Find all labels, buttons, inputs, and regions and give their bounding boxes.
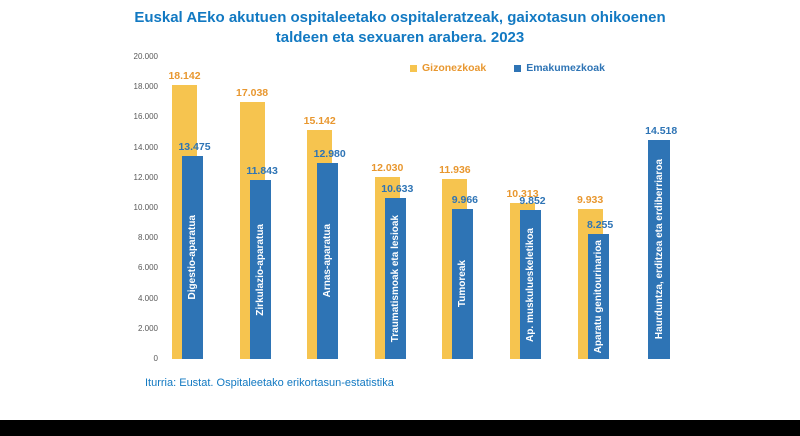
value-label-female: 13.475 xyxy=(178,140,211,153)
legend-label-male: Gizonezkoak xyxy=(422,62,487,74)
value-label-male: 10.313 xyxy=(506,188,539,201)
y-tick-label: 0 xyxy=(153,354,158,363)
value-label-female: 9.852 xyxy=(519,195,546,208)
category-label-text: Arnas-aparatua xyxy=(322,224,334,298)
y-tick-label: 10.000 xyxy=(133,203,158,212)
y-tick-label: 8.000 xyxy=(137,233,158,243)
value-label-female: 12.980 xyxy=(313,148,346,160)
category-label-text: Digestio-aparatua xyxy=(187,215,198,300)
category-label-text: Aparatu genitourinarioa xyxy=(592,239,604,354)
category-label-text: Haurduntza, erditzea eta erdiberriaroa xyxy=(653,159,665,340)
bar-female xyxy=(587,234,609,359)
value-label-male: 9.933 xyxy=(576,194,604,206)
category-label: Zirkulazio-aparatua xyxy=(250,180,271,359)
category-label: Tumoreak xyxy=(452,209,473,359)
chart-legend: Gizonezkoak Emakumezkoak xyxy=(410,62,605,74)
value-label-male: 12.030 xyxy=(371,162,404,175)
category-label: Traumatismoak eta lesioak xyxy=(385,198,406,359)
letterbox-bottom xyxy=(0,420,800,436)
category-label: Arnas-aparatua xyxy=(317,163,338,359)
legend-item-male: Gizonezkoak xyxy=(410,62,486,74)
legend-swatch-male-icon xyxy=(410,64,417,72)
value-label-female: 10.633 xyxy=(381,183,414,196)
y-tick-label: 6.000 xyxy=(137,263,158,273)
value-label-male: 17.038 xyxy=(236,86,269,99)
category-label-text: Traumatismoak eta lesioak xyxy=(389,215,401,343)
category-label: Aparatu genitourinarioa xyxy=(588,234,609,359)
value-label-female: 14.518 xyxy=(645,124,678,137)
legend-label-female: Emakumezkoak xyxy=(526,62,605,74)
y-tick-label: 20.000 xyxy=(133,52,158,61)
y-tick-label: 14.000 xyxy=(133,142,158,152)
bar-female xyxy=(520,210,541,359)
bar-female xyxy=(182,155,203,359)
y-tick-label: 18.000 xyxy=(133,82,158,92)
value-label-female: 9.966 xyxy=(451,193,479,206)
y-tick-label: 4.000 xyxy=(137,293,158,303)
bar-female xyxy=(317,163,339,359)
bar-female xyxy=(648,139,671,359)
legend-swatch-female-icon xyxy=(514,64,522,72)
category-label-text: Tumoreak xyxy=(457,260,469,308)
category-label: Haurduntza, erditzea eta erdiberriaroa xyxy=(648,140,670,359)
category-label: Ap. muskulueskeletikoa xyxy=(520,210,541,359)
value-label-male: 15.142 xyxy=(303,115,336,128)
value-label-female: 8.255 xyxy=(586,219,614,232)
chart-title: Euskal AEko akutuen ospitaleetako ospita… xyxy=(0,8,800,48)
y-tick-label: 16.000 xyxy=(133,112,158,122)
legend-item-female: Emakumezkoak xyxy=(514,62,605,74)
category-label: Digestio-aparatua xyxy=(182,156,203,359)
value-label-male: 11.936 xyxy=(439,163,471,176)
value-label-female: 11.843 xyxy=(246,165,278,178)
y-tick-label: 12.000 xyxy=(133,172,158,182)
bar-female xyxy=(384,198,406,359)
category-label-text: Zirkulazio-aparatua xyxy=(254,223,266,316)
value-label-male: 18.142 xyxy=(168,70,201,83)
y-tick-label: 2.000 xyxy=(137,323,158,333)
bar-female xyxy=(249,180,271,359)
chart-title-line1: Euskal AEko akutuen ospitaleetako ospita… xyxy=(134,9,666,26)
source-note: Iturria: Eustat. Ospitaleetako erikortas… xyxy=(145,377,394,389)
chart-title-line2: taldeen eta sexuaren arabera. 2023 xyxy=(275,29,525,46)
bar-female xyxy=(452,208,474,359)
category-label-text: Ap. muskulueskeletikoa xyxy=(525,227,536,342)
